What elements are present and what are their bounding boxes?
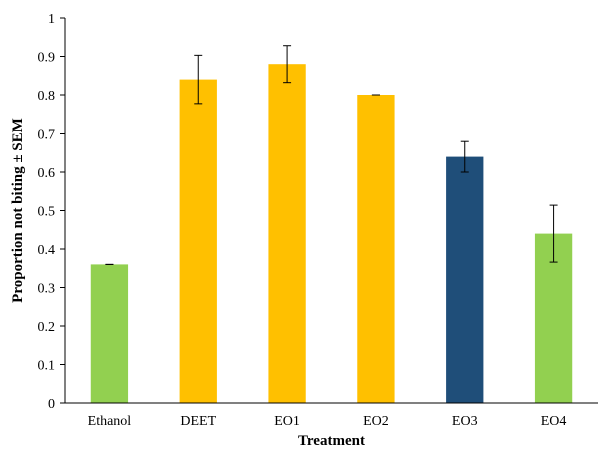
bar-ethanol	[90, 264, 129, 403]
x-tick-label: DEET	[180, 414, 216, 429]
y-tick-label: 0.2	[38, 320, 56, 335]
y-tick-label: 1	[48, 12, 55, 27]
error-bar-eo1	[283, 45, 292, 84]
x-tick-label: EO1	[274, 414, 300, 429]
x-axis-tick-labels: Ethanol DEET EO1 EO2 EO3 EO4	[88, 414, 567, 429]
y-axis-ticks: 0 0.1 0.2 0.3 0.4 0.5 0.6 0.7 0.8 0.9 1	[38, 12, 65, 412]
y-tick-label: 0.4	[38, 243, 56, 258]
x-axis-title: Treatment	[298, 433, 365, 449]
y-tick-label: 0.1	[38, 359, 56, 374]
bar-eo1	[268, 64, 306, 403]
bar-deet	[179, 79, 217, 403]
y-tick-label: 0.9	[38, 51, 56, 66]
error-bar-eo3	[460, 140, 469, 173]
error-bars	[105, 45, 558, 265]
y-axis-title: Proportion not biting ± SEM	[10, 118, 26, 303]
y-tick-label: 0.7	[38, 128, 56, 143]
x-tick-label: EO2	[363, 414, 389, 429]
y-tick-label: 0	[48, 397, 55, 412]
y-tick-label: 0.3	[38, 282, 56, 297]
y-tick-label: 0.6	[38, 166, 56, 181]
error-bar-deet	[194, 54, 203, 105]
x-tick-label: EO3	[452, 414, 478, 429]
error-bar-eo4	[549, 204, 558, 263]
bar-eo3	[446, 156, 484, 403]
y-tick-label: 0.5	[38, 205, 56, 220]
x-tick-label: Ethanol	[88, 414, 132, 429]
bars	[90, 64, 573, 403]
y-tick-label: 0.8	[38, 89, 56, 104]
x-tick-label: EO4	[541, 414, 567, 429]
bar-eo2	[357, 95, 395, 403]
